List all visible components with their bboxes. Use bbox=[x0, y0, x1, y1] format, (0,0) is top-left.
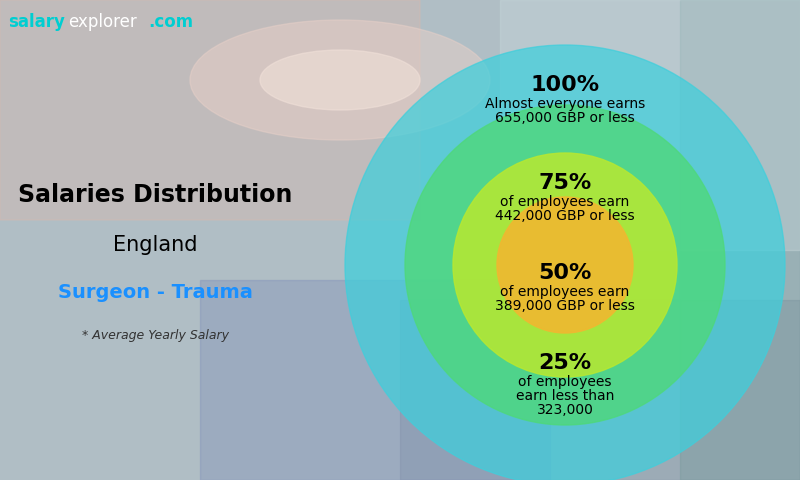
Text: 442,000 GBP or less: 442,000 GBP or less bbox=[495, 209, 635, 223]
Bar bbox=[200, 280, 550, 480]
Ellipse shape bbox=[190, 20, 490, 140]
Bar bbox=[500, 0, 800, 250]
Text: 389,000 GBP or less: 389,000 GBP or less bbox=[495, 299, 635, 313]
Text: 655,000 GBP or less: 655,000 GBP or less bbox=[495, 111, 635, 125]
Text: earn less than: earn less than bbox=[516, 389, 614, 403]
Text: of employees earn: of employees earn bbox=[500, 195, 630, 209]
Text: England: England bbox=[113, 235, 198, 255]
Ellipse shape bbox=[260, 50, 420, 110]
Text: explorer: explorer bbox=[68, 13, 137, 31]
Text: Salaries Distribution: Salaries Distribution bbox=[18, 183, 292, 207]
Text: 25%: 25% bbox=[538, 353, 591, 373]
Text: * Average Yearly Salary: * Average Yearly Salary bbox=[82, 328, 229, 341]
FancyBboxPatch shape bbox=[0, 0, 420, 220]
Text: of employees earn: of employees earn bbox=[500, 285, 630, 299]
Text: salary: salary bbox=[8, 13, 65, 31]
Text: .com: .com bbox=[148, 13, 193, 31]
Text: 100%: 100% bbox=[530, 75, 599, 95]
Circle shape bbox=[497, 197, 633, 333]
Text: 323,000: 323,000 bbox=[537, 403, 594, 417]
Circle shape bbox=[405, 105, 725, 425]
Circle shape bbox=[453, 153, 677, 377]
Text: Surgeon - Trauma: Surgeon - Trauma bbox=[58, 284, 253, 302]
Text: Almost everyone earns: Almost everyone earns bbox=[485, 97, 645, 111]
Bar bbox=[400, 300, 800, 480]
Text: 75%: 75% bbox=[538, 173, 592, 193]
Circle shape bbox=[345, 45, 785, 480]
Text: 50%: 50% bbox=[538, 263, 592, 283]
Bar bbox=[680, 0, 800, 480]
Text: of employees: of employees bbox=[518, 375, 612, 389]
